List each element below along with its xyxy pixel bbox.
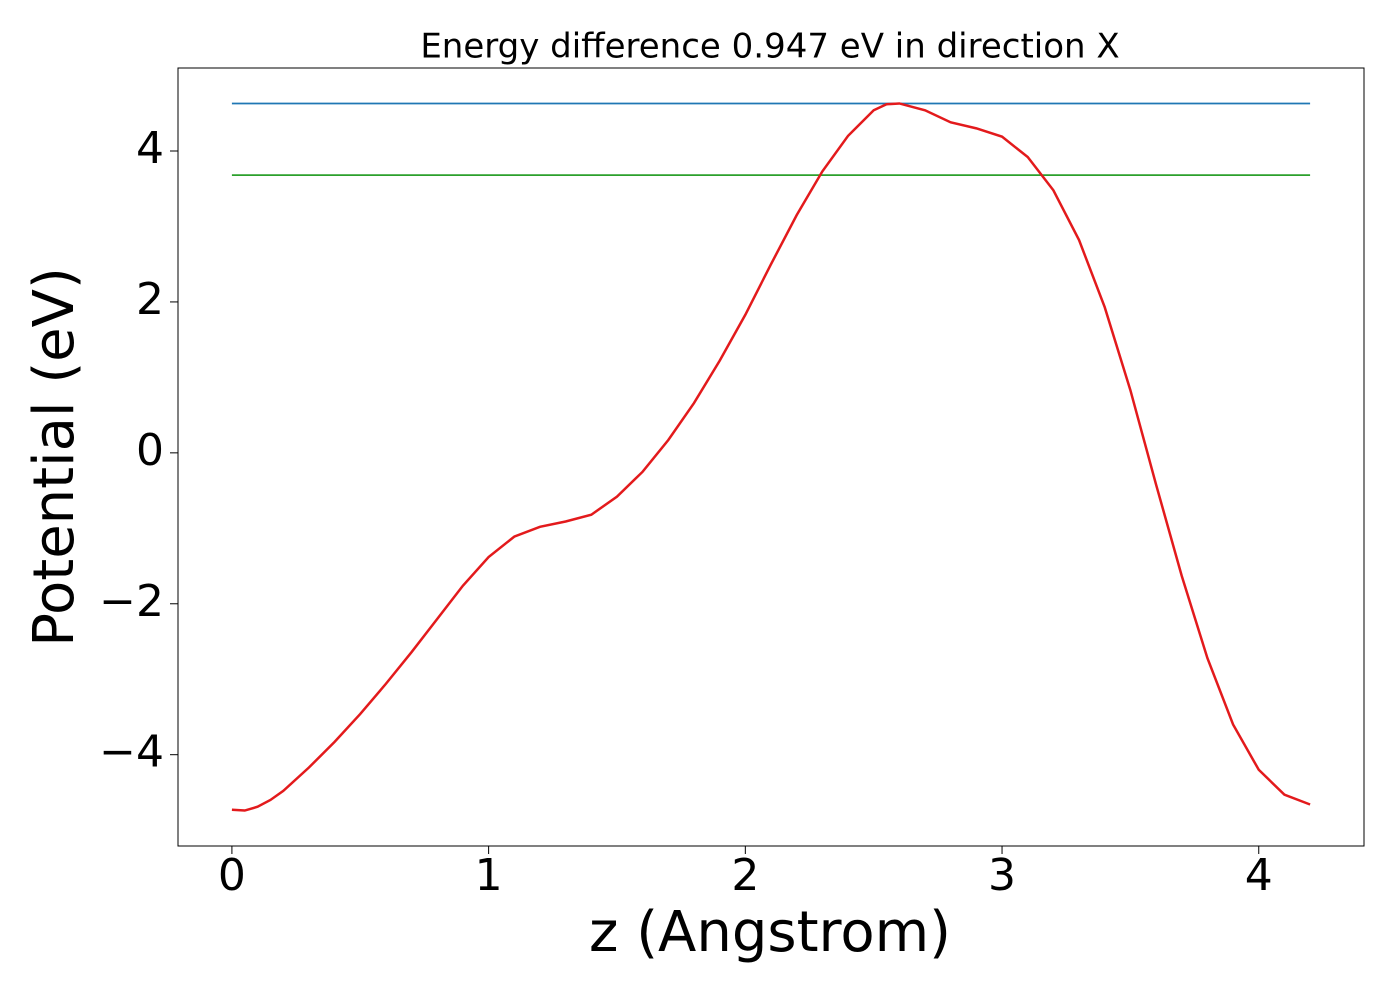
x-tick-label: 0 [218, 850, 246, 901]
y-tick-label: 4 [136, 123, 164, 174]
x-tick-label: 1 [475, 850, 503, 901]
series-line [231, 102, 1311, 812]
y-tick-label: 2 [136, 274, 164, 325]
y-tick-label: 0 [136, 425, 164, 476]
plot-frame [177, 67, 1365, 847]
x-tick-label: 3 [988, 850, 1016, 901]
y-tick-label: −4 [99, 727, 164, 778]
y-axis-label: Potential (eV) [22, 267, 87, 647]
y-tick-label: −2 [99, 576, 164, 627]
x-tick-label: 4 [1245, 850, 1273, 901]
x-tick-label: 2 [731, 850, 759, 901]
chart-title: Energy difference 0.947 eV in direction … [420, 27, 1119, 67]
x-axis-label: z (Angstrom) [589, 900, 951, 965]
